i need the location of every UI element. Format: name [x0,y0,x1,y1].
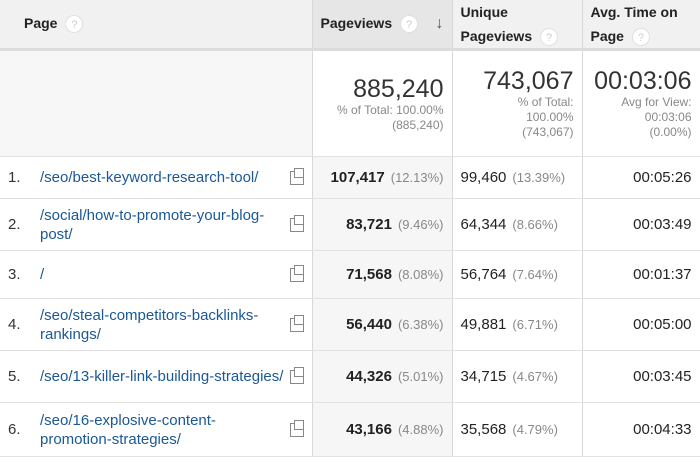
arrow-down-icon[interactable]: ↓ [435,15,444,32]
page-cell: 6. /seo/16-explosive-content-promotion-st… [0,402,313,457]
summary-row: 885,240% of Total: 100.00% (885,240) 743,… [0,49,700,157]
row-number: 6. [8,421,21,438]
open-external-icon[interactable] [289,264,304,282]
page-cell: 2. /social/how-to-promote-your-blog-post/ [0,198,313,251]
help-icon[interactable]: ? [65,15,84,33]
col-header-pageviews[interactable]: Pageviews? ↓ [312,0,453,51]
col-header-page[interactable]: Page? [0,0,313,51]
page-cell: 1. /seo/best-keyword-research-tool/ [0,156,313,199]
col-header-avg-time[interactable]: Avg. Time on Page? [582,0,700,51]
table-row: 2. /social/how-to-promote-your-blog-post/… [0,198,700,251]
row-number: 5. [8,368,21,385]
pageviews-cell: 71,568 (8.08%) [312,250,453,299]
avg-time-cell: 00:05:26 [582,156,700,199]
unique-pageviews-cell: 99,460 (13.39%) [452,156,583,199]
page-cell: 5. /seo/13-killer-link-building-strategie… [0,350,313,403]
open-external-icon[interactable] [289,314,304,332]
help-icon[interactable]: ? [400,15,419,33]
table-row: 5. /seo/13-killer-link-building-strategie… [0,350,700,403]
page-cell: 3. / [0,250,313,299]
unique-pageviews-cell: 64,344 (8.66%) [452,198,583,251]
open-external-icon[interactable] [289,419,304,437]
open-external-icon[interactable] [289,366,304,384]
row-number: 2. [8,216,21,233]
page-link[interactable]: /seo/16-explosive-content-promotion-stra… [40,411,216,448]
pages-report-table: Page? Pageviews? ↓ Unique Pageviews? Avg.… [0,0,700,457]
page-cell: 4. /seo/steal-competitors-backlinks-ranki… [0,298,313,351]
avg-time-cell: 00:05:00 [582,298,700,351]
table-row: 3. / 71,568 (8.08%) 56,764 (7.64%) 00:01:37 [0,250,700,299]
pageviews-cell: 107,417 (12.13%) [312,156,453,199]
page-link[interactable]: /seo/13-killer-link-building-strategies/ [40,368,284,385]
summary-unique: 743,067% of Total: 100.00% (743,067) [452,49,583,157]
summary-page-cell [0,49,313,157]
summary-pageviews: 885,240% of Total: 100.00% (885,240) [312,49,453,157]
page-link[interactable]: /seo/best-keyword-research-tool/ [40,169,259,186]
help-icon[interactable]: ? [540,28,559,46]
help-icon[interactable]: ? [631,28,650,46]
avg-time-cell: 00:01:37 [582,250,700,299]
avg-time-cell: 00:03:45 [582,350,700,403]
avg-time-cell: 00:04:33 [582,402,700,457]
open-external-icon[interactable] [289,214,304,232]
unique-pageviews-cell: 34,715 (4.67%) [452,350,583,403]
row-number: 4. [8,316,21,333]
pageviews-cell: 83,721 (9.46%) [312,198,453,251]
pageviews-cell: 44,326 (5.01%) [312,350,453,403]
summary-avg-time: 00:03:06 Avg for View: 00:03:06 (0.00%) [582,49,700,157]
table-row: 4. /seo/steal-competitors-backlinks-ranki… [0,298,700,351]
col-header-unique-pageviews[interactable]: Unique Pageviews? [452,0,583,51]
table-row: 1. /seo/best-keyword-research-tool/ 107,4… [0,156,700,199]
pageviews-cell: 43,166 (4.88%) [312,402,453,457]
unique-pageviews-cell: 56,764 (7.64%) [452,250,583,299]
unique-pageviews-cell: 49,881 (6.71%) [452,298,583,351]
pageviews-cell: 56,440 (6.38%) [312,298,453,351]
page-link[interactable]: /social/how-to-promote-your-blog-post/ [40,206,265,243]
page-link[interactable]: /seo/steal-competitors-backlinks-ranking… [40,306,259,343]
avg-time-cell: 00:03:49 [582,198,700,251]
row-number: 3. [8,266,21,283]
row-number: 1. [8,169,21,186]
open-external-icon[interactable] [289,167,304,185]
unique-pageviews-cell: 35,568 (4.79%) [452,402,583,457]
table-row: 6. /seo/16-explosive-content-promotion-st… [0,402,700,457]
page-link[interactable]: / [40,266,45,283]
